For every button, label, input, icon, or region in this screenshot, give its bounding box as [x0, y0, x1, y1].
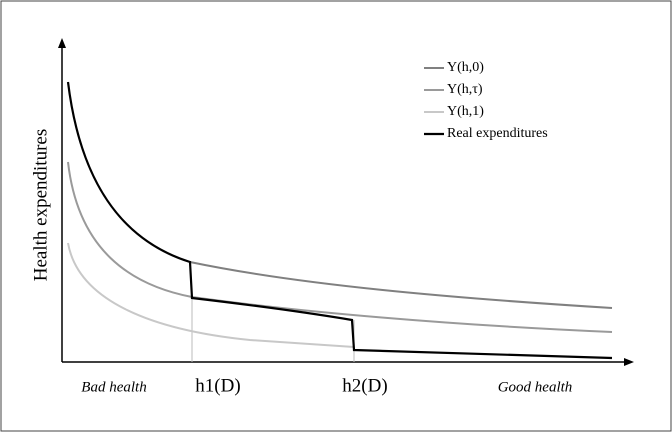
legend-label: Y(h,0)	[447, 60, 484, 75]
curve-real	[66, 81, 613, 360]
curve-y-h1	[67, 242, 355, 348]
legend-label: Y(h,1)	[447, 104, 484, 119]
x-label: h2(D)	[342, 375, 387, 396]
legend-label: Y(h,τ)	[447, 82, 483, 97]
x-label: Bad health	[81, 379, 146, 395]
x-axis-arrow	[624, 358, 634, 366]
y-axis-label: Health expenditures	[30, 129, 51, 281]
x-label: Good health	[498, 379, 573, 395]
y-axis-arrow	[58, 38, 66, 48]
x-label: h1(D)	[195, 375, 240, 396]
legend-label: Real expenditures	[447, 126, 548, 141]
curve-y-h0	[189, 261, 613, 309]
